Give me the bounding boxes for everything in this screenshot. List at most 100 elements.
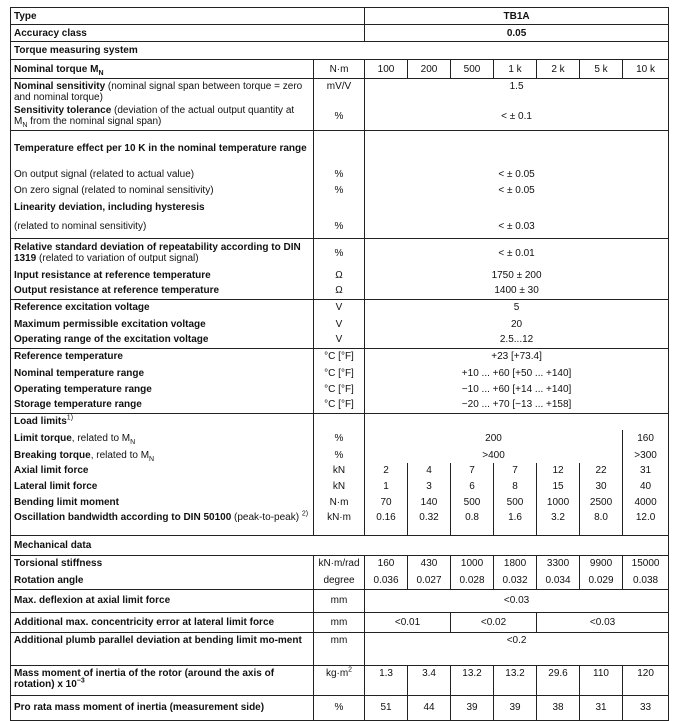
text-segment: N bbox=[130, 439, 136, 446]
value-text: 13.2 bbox=[462, 667, 482, 679]
value-text: 1000 bbox=[460, 558, 484, 570]
row-label: Output resistance at reference temperatu… bbox=[10, 282, 314, 299]
value-text: −20 ... +70 [−13 ... +158] bbox=[461, 399, 572, 411]
text-segment: Relative standard deviation of repeatabi… bbox=[14, 242, 301, 265]
text-segment: V bbox=[335, 334, 343, 346]
row-value: 12 bbox=[536, 463, 580, 478]
value-text: +10 ... +60 [+50 ... +140] bbox=[461, 367, 572, 379]
row-value: <0.03 bbox=[536, 611, 669, 632]
text-segment: , related to M bbox=[90, 449, 150, 461]
text-segment: degree bbox=[323, 574, 355, 586]
row-value: 15 bbox=[536, 478, 580, 494]
value-text: 200 bbox=[485, 433, 502, 444]
value-text: 10 k bbox=[636, 63, 656, 75]
value-text: 0.027 bbox=[416, 574, 442, 586]
table-row-torsional-stiffness: Torsional stiffness kN·m/rad 160 430 1000 180… bbox=[10, 554, 669, 572]
row-label: Storage temperature range bbox=[10, 397, 314, 413]
value-text: 31 bbox=[595, 702, 607, 713]
value-text: 3.4 bbox=[422, 667, 436, 679]
row-label: Reference excitation voltage bbox=[10, 298, 314, 316]
text-segment: Storage temperature range bbox=[14, 399, 142, 411]
row-value: 500 bbox=[450, 59, 494, 79]
row-value: <0.2 bbox=[364, 631, 669, 665]
value-text: 38 bbox=[552, 702, 564, 713]
row-value: 1.5 bbox=[364, 78, 669, 103]
row-value: 1.6 bbox=[493, 510, 537, 535]
row-value: < ± 0.03 bbox=[364, 216, 669, 238]
value-text: 1 k bbox=[508, 63, 522, 75]
row-value: 1000 bbox=[536, 494, 580, 510]
value-text: <0.03 bbox=[503, 595, 530, 606]
text-segment: Temperature effect per 10 K in the nomin… bbox=[14, 142, 307, 154]
value-text: <0.2 bbox=[506, 634, 527, 646]
text-segment: Input resistance at reference temperatur… bbox=[14, 269, 211, 281]
row-value: < ± 0.01 bbox=[364, 237, 669, 268]
value-text: 4 bbox=[426, 465, 432, 476]
table-row-output-resistance: Output resistance at reference temperatu… bbox=[10, 282, 669, 299]
row-unit bbox=[312, 198, 365, 216]
row-value: 2500 bbox=[579, 494, 623, 510]
value-text: 200 bbox=[420, 63, 438, 75]
row-value: >400 bbox=[364, 447, 623, 463]
text-segment: kN·m bbox=[327, 512, 351, 523]
value-text: 1800 bbox=[503, 558, 527, 570]
row-unit: % bbox=[312, 447, 365, 463]
row-value: < ± 0.05 bbox=[364, 182, 669, 198]
row-value: 22 bbox=[579, 463, 623, 478]
row-unit: °C [°F] bbox=[312, 347, 365, 365]
row-value: 140 bbox=[407, 494, 451, 510]
row-unit: Ω bbox=[312, 282, 365, 299]
row-label: Oscillation bandwidth according to DIN 5… bbox=[10, 510, 314, 535]
row-value: 15000 bbox=[622, 554, 669, 572]
row-label: Torsional stiffness bbox=[10, 554, 314, 572]
row-value: 40 bbox=[622, 478, 669, 494]
row-value: 13.2 bbox=[450, 664, 494, 695]
text-segment: Rotation angle bbox=[14, 574, 84, 586]
row-value: < ± 0.05 bbox=[364, 166, 669, 182]
row-value: 4000 bbox=[622, 494, 669, 510]
value-text: <0.03 bbox=[589, 616, 616, 628]
text-segment: kg·m bbox=[325, 667, 349, 679]
text-segment: Nominal temperature range bbox=[14, 367, 145, 379]
value-text: 8.0 bbox=[594, 512, 608, 523]
text-segment: mV/V bbox=[326, 81, 352, 92]
value-text: +23 [+73.4] bbox=[491, 351, 542, 363]
row-value: 1400 ± 30 bbox=[364, 282, 669, 299]
row-value: 3300 bbox=[536, 554, 580, 572]
text-segment: Load limits bbox=[14, 416, 67, 428]
text-segment: (related to variation of output signal) bbox=[36, 253, 199, 265]
value-text: 12.0 bbox=[635, 512, 656, 523]
row-label: Bending limit moment bbox=[10, 494, 314, 510]
value-text: 3 bbox=[426, 480, 432, 492]
value-text: 30 bbox=[595, 480, 607, 492]
text-segment: Ω bbox=[335, 284, 343, 296]
value-text: 20 bbox=[511, 318, 523, 330]
row-label: (related to nominal sensitivity) bbox=[10, 216, 314, 238]
table-row-nominal-torque: Nominal torque MN N·m 100 200 500 1 k 2 k 5 k 10… bbox=[10, 59, 669, 79]
row-unit: mm bbox=[312, 631, 365, 665]
specification-table: Type TB1A Accuracy class 0.05 Torque measuri… bbox=[9, 7, 670, 721]
value-text: 7 bbox=[512, 465, 518, 476]
value-text: 0.032 bbox=[502, 574, 528, 586]
text-segment: Sensitivity tolerance bbox=[14, 105, 112, 117]
value-text: 22 bbox=[595, 465, 607, 476]
value-text: 160 bbox=[377, 558, 395, 570]
row-unit: % bbox=[312, 103, 365, 130]
text-segment: mm bbox=[330, 616, 348, 628]
row-value: 20 bbox=[364, 316, 669, 332]
value-text: 0.036 bbox=[373, 574, 399, 586]
row-unit: °C [°F] bbox=[312, 397, 365, 413]
value-text: 29.6 bbox=[548, 667, 568, 679]
row-unit: degree bbox=[312, 572, 365, 589]
row-label: Additional plumb parallel deviation at b… bbox=[10, 631, 314, 665]
value-text: 13.2 bbox=[505, 667, 525, 679]
text-segment: Torsional stiffness bbox=[14, 558, 103, 570]
text-segment: % bbox=[334, 702, 344, 713]
row-value: 0.032 bbox=[493, 572, 537, 589]
table-row-operating-excitation-range: Operating range of the excitation voltag… bbox=[10, 332, 669, 348]
row-value: 8 bbox=[493, 478, 537, 494]
row-value: 160 bbox=[622, 430, 669, 447]
row-label: Temperature effect per 10 K in the nomin… bbox=[10, 129, 314, 166]
text-segment: 2 bbox=[348, 666, 353, 674]
text-segment: V bbox=[335, 302, 343, 314]
